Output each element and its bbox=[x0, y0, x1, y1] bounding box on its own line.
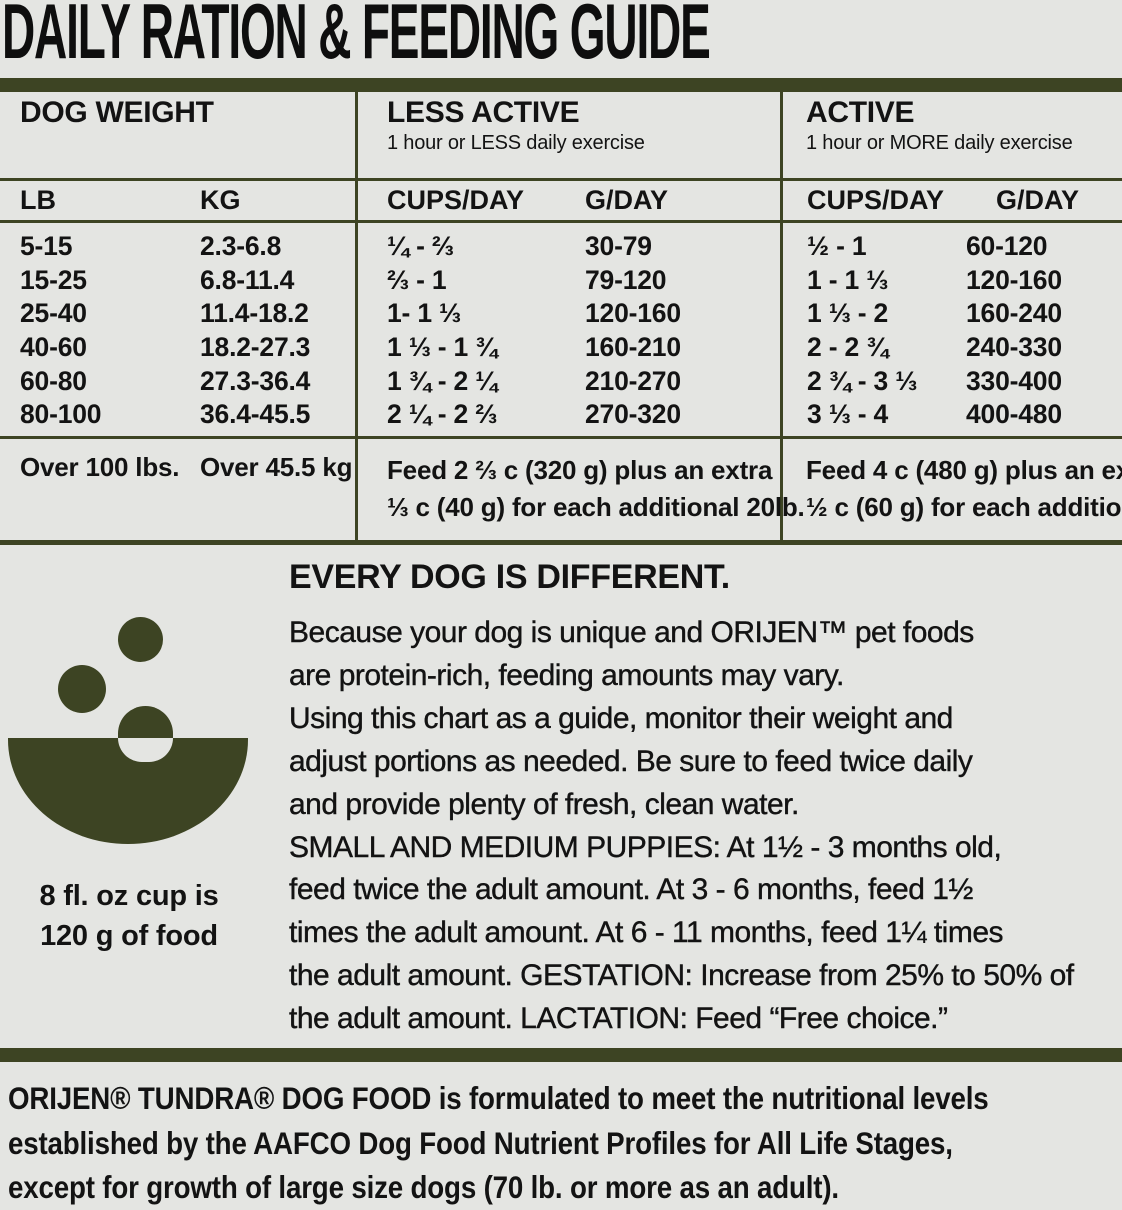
info-heading: EVERY DOG IS DIFFERENT. bbox=[289, 558, 730, 596]
cell-lb: 40-60 bbox=[20, 332, 87, 363]
cell-g-active: 330-400 bbox=[966, 365, 1062, 396]
table-bottom-bar bbox=[0, 540, 1122, 545]
info-line: SMALL AND MEDIUM PUPPIES: At 1½ - 3 mont… bbox=[289, 830, 1002, 864]
col-header-cups-less-active: CUPS/DAY bbox=[387, 185, 525, 215]
less-active-note-line-1: Feed 2 ⅔ c (320 g) plus an extra bbox=[387, 455, 773, 485]
cell-g-less-active: 160-210 bbox=[585, 332, 681, 363]
cell-g-active: 120-160 bbox=[966, 264, 1062, 295]
active-note-line-1: Feed 4 c (480 g) plus an extra bbox=[806, 455, 1122, 485]
cell-cups-active: 1 ⅓ - 2 bbox=[807, 298, 889, 329]
col-header-lb: LB bbox=[20, 185, 56, 215]
footer-divider-bar bbox=[0, 1048, 1122, 1062]
cell-cups-less-active: 1- 1 ⅓ bbox=[387, 298, 461, 329]
cell-g-less-active: 270-320 bbox=[585, 399, 681, 430]
col-header-kg: KG bbox=[200, 185, 241, 215]
info-line: feed twice the adult amount. At 3 - 6 mo… bbox=[289, 873, 974, 907]
over-row-kg: Over 45.5 kg bbox=[200, 452, 353, 482]
cell-kg: 27.3-36.4 bbox=[200, 365, 311, 396]
col-header-cups-active: CUPS/DAY bbox=[807, 185, 945, 215]
active-note-line-2: ½ c (60 g) for each additional 20lb. bbox=[806, 492, 1122, 522]
cell-g-active: 400-480 bbox=[966, 399, 1062, 430]
col-header-g-less-active: G/DAY bbox=[585, 185, 669, 215]
cell-lb: 25-40 bbox=[20, 298, 87, 329]
cup-note-line-2: 120 g of food bbox=[40, 920, 218, 952]
over-row-lb: Over 100 lbs. bbox=[20, 452, 180, 482]
col-header-g-active: G/DAY bbox=[996, 185, 1080, 215]
cell-cups-less-active: ¼ - ⅔ bbox=[387, 231, 454, 262]
table-row: 60-80 27.3-36.4 1 ¾ - 2 ¼ 210-270 2 ¾ - … bbox=[0, 364, 1122, 398]
cell-cups-active: 2 ¾ - 3 ⅓ bbox=[807, 365, 918, 396]
cell-cups-active: ½ - 1 bbox=[807, 231, 867, 262]
cell-g-less-active: 120-160 bbox=[585, 298, 681, 329]
kibble-circle-icon bbox=[58, 665, 106, 713]
column-group-dog-weight: DOG WEIGHT bbox=[20, 96, 214, 129]
cell-g-less-active: 30-79 bbox=[585, 231, 652, 262]
cell-cups-active: 2 - 2 ¾ bbox=[807, 332, 889, 363]
aafco-line: ORIJEN® TUNDRA® DOG FOOD is formulated t… bbox=[8, 1080, 989, 1116]
cell-cups-less-active: ⅔ - 1 bbox=[387, 264, 447, 295]
column-group-less-active: LESS ACTIVE bbox=[387, 96, 580, 129]
info-line: adjust portions as needed. Be sure to fe… bbox=[289, 744, 973, 778]
table-subheader-rule bbox=[0, 220, 1122, 223]
aafco-statement: ORIJEN® TUNDRA® DOG FOOD is formulated t… bbox=[8, 1076, 989, 1210]
table-header-rule bbox=[0, 178, 1122, 181]
cell-lb: 15-25 bbox=[20, 264, 87, 295]
cell-lb: 60-80 bbox=[20, 365, 87, 396]
cup-note-line-1: 8 fl. oz cup is bbox=[39, 880, 219, 912]
table-row: 5-15 2.3-6.8 ¼ - ⅔ 30-79 ½ - 1 60-120 bbox=[0, 230, 1122, 264]
info-line: times the adult amount. At 6 - 11 months… bbox=[289, 916, 1004, 950]
over-row-less-active-note: Feed 2 ⅔ c (320 g) plus an extra ⅓ c (40… bbox=[387, 452, 805, 526]
info-line: Using this chart as a guide, monitor the… bbox=[289, 701, 954, 735]
info-paragraph: Because your dog is unique and ORIJEN™ p… bbox=[289, 612, 1074, 1041]
info-line: the adult amount. LACTATION: Feed “Free … bbox=[289, 1002, 948, 1036]
table-column-divider-2 bbox=[780, 92, 783, 541]
cell-cups-active: 1 - 1 ⅓ bbox=[807, 264, 889, 295]
less-active-note-line-2: ⅓ c (40 g) for each additional 20lb. bbox=[387, 492, 805, 522]
cell-g-less-active: 79-120 bbox=[585, 264, 667, 295]
feeding-table-body: 5-15 2.3-6.8 ¼ - ⅔ 30-79 ½ - 1 60-120 15… bbox=[0, 230, 1122, 432]
cup-measure-note: 8 fl. oz cup is 120 g of food bbox=[4, 876, 254, 956]
cell-g-active: 60-120 bbox=[966, 231, 1048, 262]
column-group-active: ACTIVE bbox=[806, 96, 915, 129]
active-subtitle: 1 hour or MORE daily exercise bbox=[806, 132, 1073, 154]
kibble-circle-icon bbox=[118, 706, 173, 738]
page-title: DAILY RATION & FEEDING GUIDE bbox=[2, 0, 711, 75]
cell-cups-less-active: 1 ⅓ - 1 ¾ bbox=[387, 332, 498, 363]
cell-kg: 18.2-27.3 bbox=[200, 332, 311, 363]
table-row: 15-25 6.8-11.4 ⅔ - 1 79-120 1 - 1 ⅓ 120-… bbox=[0, 264, 1122, 298]
cell-g-active: 160-240 bbox=[966, 298, 1062, 329]
table-overrow-rule bbox=[0, 436, 1122, 439]
cell-cups-active: 3 ⅓ - 4 bbox=[807, 399, 889, 430]
info-line: and provide plenty of fresh, clean water… bbox=[289, 787, 800, 821]
over-row-active-note: Feed 4 c (480 g) plus an extra ½ c (60 g… bbox=[806, 452, 1122, 526]
cell-cups-less-active: 1 ¾ - 2 ¼ bbox=[387, 365, 498, 396]
cell-kg: 2.3-6.8 bbox=[200, 231, 282, 262]
cell-lb: 80-100 bbox=[20, 399, 102, 430]
aafco-line: established by the AAFCO Dog Food Nutrie… bbox=[8, 1124, 953, 1161]
table-row: 40-60 18.2-27.3 1 ⅓ - 1 ¾ 160-210 2 - 2 … bbox=[0, 331, 1122, 365]
less-active-subtitle: 1 hour or LESS daily exercise bbox=[387, 132, 645, 154]
info-line: Because your dog is unique and ORIJEN™ p… bbox=[289, 616, 975, 649]
info-line: are protein-rich, feeding amounts may va… bbox=[289, 658, 845, 692]
cell-lb: 5-15 bbox=[20, 231, 73, 262]
table-row: 80-100 36.4-45.5 2 ¼ - 2 ⅔ 270-320 3 ⅓ -… bbox=[0, 398, 1122, 432]
cell-g-less-active: 210-270 bbox=[585, 365, 681, 396]
table-row: 25-40 11.4-18.2 1- 1 ⅓ 120-160 1 ⅓ - 2 1… bbox=[0, 297, 1122, 331]
cell-kg: 6.8-11.4 bbox=[200, 264, 295, 295]
info-line: the adult amount. GESTATION: Increase fr… bbox=[289, 959, 1074, 993]
top-divider-bar bbox=[0, 78, 1122, 92]
cell-kg: 11.4-18.2 bbox=[200, 298, 309, 329]
cell-cups-less-active: 2 ¼ - 2 ⅔ bbox=[387, 399, 498, 430]
aafco-line: except for growth of large size dogs (70… bbox=[8, 1169, 839, 1205]
table-column-divider-1 bbox=[355, 92, 358, 541]
cell-kg: 36.4-45.5 bbox=[200, 399, 311, 430]
cell-g-active: 240-330 bbox=[966, 332, 1062, 363]
kibble-circle-icon bbox=[118, 617, 163, 662]
